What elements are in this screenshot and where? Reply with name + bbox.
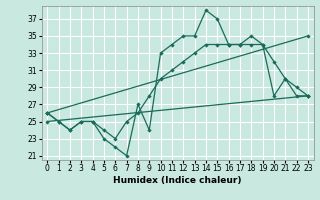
X-axis label: Humidex (Indice chaleur): Humidex (Indice chaleur) xyxy=(113,176,242,185)
